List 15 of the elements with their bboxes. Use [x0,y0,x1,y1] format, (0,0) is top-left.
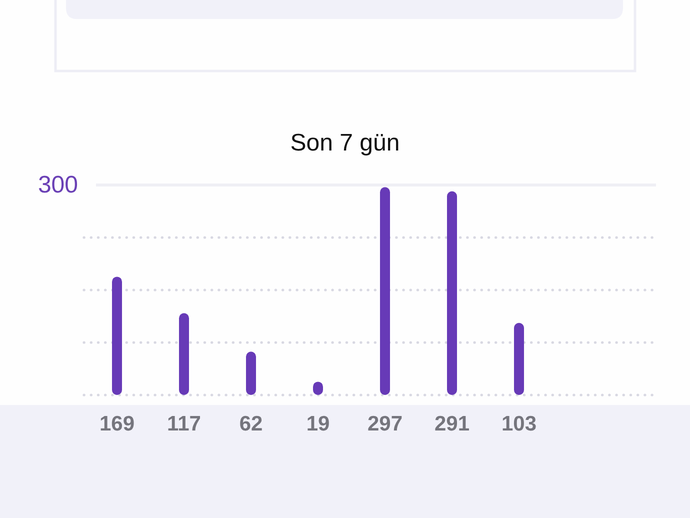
bar [514,322,524,395]
y-tick-label: 300 [38,172,78,198]
bar [112,276,122,395]
data-label: 62 [239,412,263,436]
bar [246,352,256,395]
chart-title: Son 7 gün [290,130,400,156]
bar [179,313,189,395]
bar [447,191,457,395]
data-label: 297 [367,412,403,436]
data-label: 291 [434,412,470,436]
data-label: 169 [99,412,135,436]
bar [380,187,390,395]
data-label: 19 [306,412,330,436]
data-label: 117 [167,412,201,436]
data-label: 103 [501,412,537,436]
